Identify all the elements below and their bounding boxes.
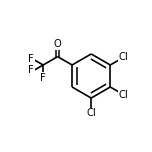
Text: F: F: [40, 73, 46, 83]
Text: O: O: [54, 39, 62, 49]
Text: Cl: Cl: [86, 108, 96, 118]
Text: Cl: Cl: [119, 52, 128, 62]
Text: Cl: Cl: [119, 90, 128, 100]
Text: F: F: [28, 54, 34, 64]
Text: F: F: [28, 66, 34, 75]
